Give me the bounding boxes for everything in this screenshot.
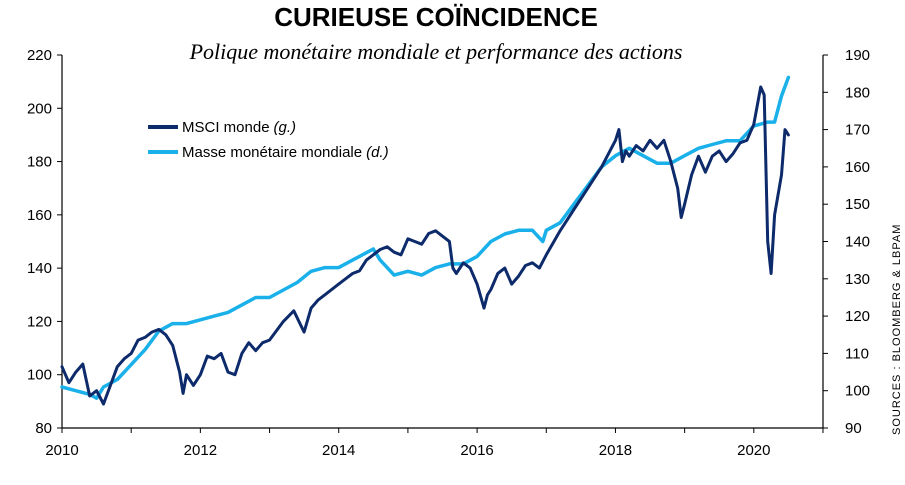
legend-entry: Masse monétaire mondiale (d.) bbox=[182, 144, 389, 161]
left-tick-label: 100 bbox=[27, 367, 52, 384]
legend-series-name: MSCI monde bbox=[182, 119, 270, 136]
legend-axis-suffix: (g.) bbox=[274, 119, 297, 136]
left-tick-label: 80 bbox=[35, 420, 52, 437]
right-tick-label: 180 bbox=[845, 84, 870, 101]
left-tick-label: 120 bbox=[27, 313, 52, 330]
right-tick-label: 120 bbox=[845, 308, 870, 325]
left-tick-label: 180 bbox=[27, 154, 52, 171]
left-tick-label: 200 bbox=[27, 100, 52, 117]
x-tick-label: 2020 bbox=[737, 442, 770, 459]
x-tick-label: 2014 bbox=[322, 442, 355, 459]
source-note: SOURCES : BLOOMBERG & LBPAM bbox=[891, 224, 903, 435]
legend: MSCI monde (g.) Masse monétaire mondiale (d… bbox=[148, 119, 389, 161]
msci-monde-line bbox=[60, 85, 790, 406]
x-tick-label: 2010 bbox=[45, 442, 78, 459]
right-tick-label: 150 bbox=[845, 196, 870, 213]
right-tick-label: 90 bbox=[845, 420, 862, 437]
left-tick-label: 220 bbox=[27, 47, 52, 64]
left-tick-label: 140 bbox=[27, 260, 52, 277]
series-lines bbox=[60, 75, 791, 406]
legend-axis-suffix: (d.) bbox=[366, 144, 389, 161]
right-tick-label: 170 bbox=[845, 122, 870, 139]
legend-entry: MSCI monde (g.) bbox=[182, 119, 296, 136]
legend-series-name: Masse monétaire mondiale bbox=[182, 144, 362, 161]
right-tick-label: 130 bbox=[845, 271, 870, 288]
right-tick-label: 160 bbox=[845, 159, 870, 176]
right-tick-label: 100 bbox=[845, 383, 870, 400]
x-tick-label: 2018 bbox=[599, 442, 632, 459]
right-tick-label: 190 bbox=[845, 47, 870, 64]
x-tick-label: 2016 bbox=[460, 442, 493, 459]
x-tick-label: 2012 bbox=[184, 442, 217, 459]
axes: 80 100 120 140 160 180 200 220 90 100 110 120 130 140… bbox=[27, 47, 870, 459]
masse-monetaire-line bbox=[60, 75, 791, 400]
right-tick-label: 110 bbox=[845, 345, 869, 362]
right-tick-label: 140 bbox=[845, 234, 870, 251]
chart-subtitle: Polique monétaire mondiale et performanc… bbox=[189, 39, 683, 64]
chart-title: CURIEUSE COÏNCIDENCE bbox=[274, 2, 598, 32]
left-tick-label: 160 bbox=[27, 207, 52, 224]
